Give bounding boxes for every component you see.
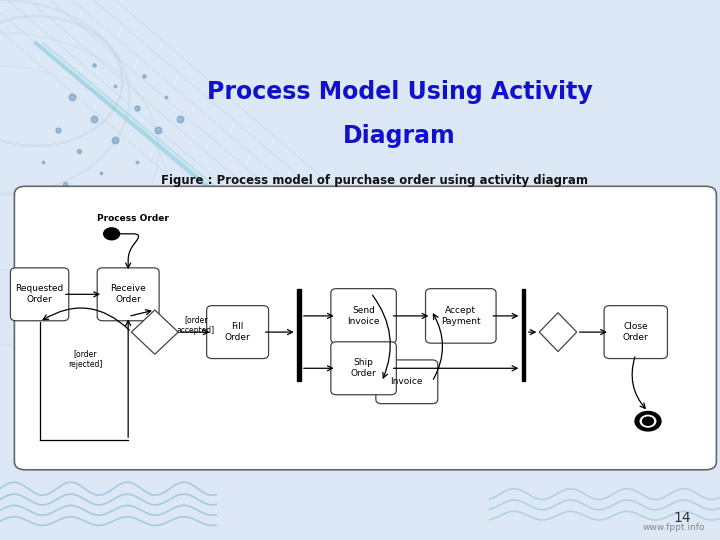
- FancyBboxPatch shape: [426, 288, 496, 343]
- Text: Diagram: Diagram: [343, 124, 456, 148]
- Text: [order
accepted]: [order accepted]: [177, 315, 215, 335]
- Text: Invoice: Invoice: [390, 377, 423, 386]
- Text: www.fppt.info: www.fppt.info: [643, 523, 706, 532]
- Text: Requested
Order: Requested Order: [15, 285, 64, 304]
- Text: Receive
Order: Receive Order: [110, 285, 146, 304]
- Polygon shape: [132, 310, 179, 354]
- Circle shape: [642, 417, 654, 426]
- Text: Process Order: Process Order: [97, 214, 169, 223]
- Polygon shape: [539, 313, 577, 352]
- Text: 14: 14: [674, 511, 691, 525]
- FancyBboxPatch shape: [10, 268, 69, 321]
- FancyBboxPatch shape: [14, 186, 716, 470]
- Text: Send
Invoice: Send Invoice: [347, 306, 380, 326]
- Circle shape: [635, 411, 661, 431]
- FancyBboxPatch shape: [97, 268, 159, 321]
- FancyBboxPatch shape: [376, 360, 438, 404]
- Circle shape: [640, 415, 656, 427]
- Text: Close
Order: Close Order: [623, 322, 649, 342]
- Text: Accept
Payment: Accept Payment: [441, 306, 481, 326]
- Text: Ship
Order: Ship Order: [351, 359, 377, 378]
- Text: [order
rejected]: [order rejected]: [68, 349, 102, 369]
- FancyBboxPatch shape: [604, 306, 667, 359]
- Bar: [521, 289, 526, 381]
- FancyBboxPatch shape: [331, 288, 396, 343]
- Text: Fill
Order: Fill Order: [225, 322, 251, 342]
- FancyBboxPatch shape: [331, 342, 396, 395]
- Bar: [297, 289, 301, 381]
- FancyBboxPatch shape: [207, 306, 269, 359]
- Text: Process Model Using Activity: Process Model Using Activity: [207, 80, 593, 104]
- Circle shape: [104, 228, 120, 240]
- Text: Figure : Process model of purchase order using activity diagram: Figure : Process model of purchase order…: [161, 174, 588, 187]
